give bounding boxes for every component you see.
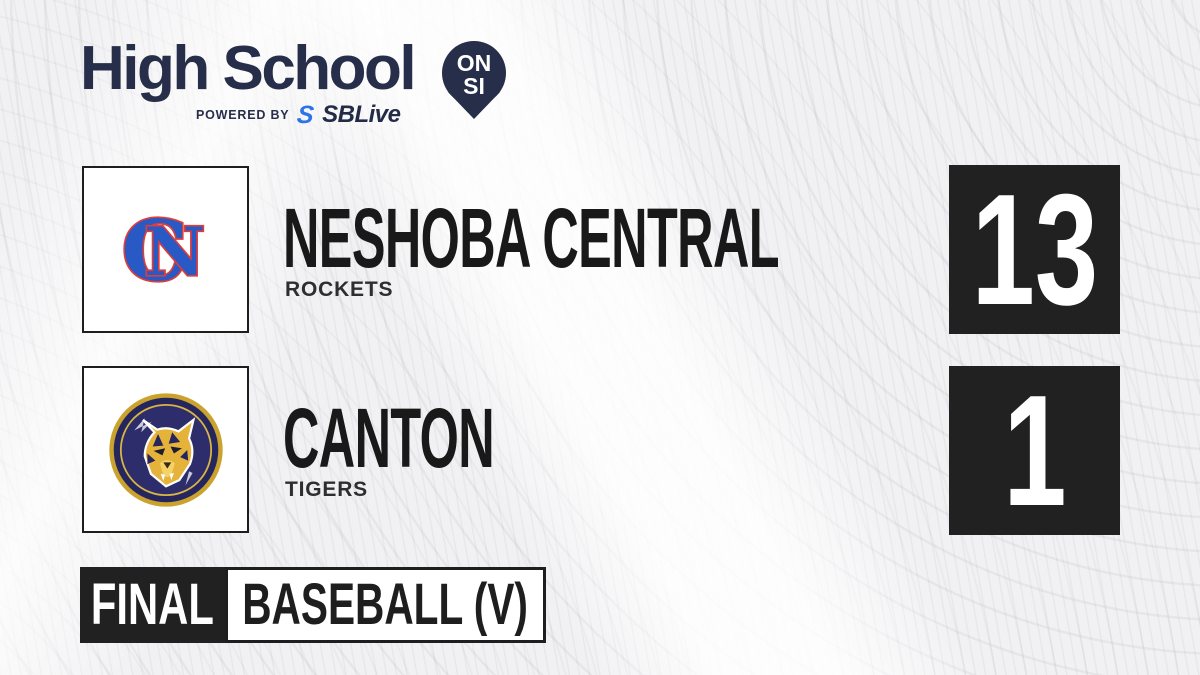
canton-tigers-badge-icon: [108, 392, 223, 507]
si-location-pin-icon: ON SI: [442, 41, 506, 119]
svg-text:N: N: [144, 212, 205, 291]
pin-text-si: SI: [463, 73, 485, 99]
sblive-s-icon: S: [296, 100, 316, 129]
sblive-wordmark: SBLive: [322, 101, 401, 128]
powered-by-row: POWERED BY S SBLive: [196, 100, 401, 129]
canton-logo-box: [82, 366, 249, 533]
team-mascot: ROCKETS: [285, 278, 394, 301]
pin-text-on: ON: [457, 50, 492, 76]
powered-by-label: POWERED BY: [196, 108, 290, 122]
event-label: BASEBALL (V): [242, 572, 529, 637]
team-name: NESHOBA CENTRAL: [283, 191, 780, 285]
score-box-home: 13: [949, 165, 1120, 334]
score-box-away: 1: [949, 366, 1120, 535]
team-score: 1: [1002, 362, 1067, 539]
team-mascot: TIGERS: [285, 478, 368, 501]
final-status-label: FINAL: [91, 572, 214, 637]
brand-title: High School: [80, 34, 417, 103]
neshoba-central-logo-box: C N: [82, 166, 249, 333]
team-name: CANTON: [283, 391, 495, 485]
neshoba-central-nc-monogram-icon: C N: [120, 200, 207, 300]
final-status-badge: FINAL: [80, 567, 225, 643]
svg-text:C: C: [122, 202, 188, 300]
team-score: 13: [971, 161, 1098, 338]
event-label-box: BASEBALL (V): [225, 567, 546, 643]
